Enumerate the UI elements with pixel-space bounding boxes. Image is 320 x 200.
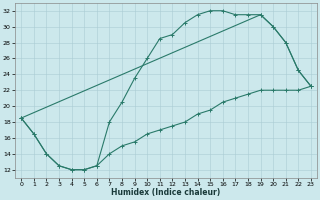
X-axis label: Humidex (Indice chaleur): Humidex (Indice chaleur) — [111, 188, 221, 197]
